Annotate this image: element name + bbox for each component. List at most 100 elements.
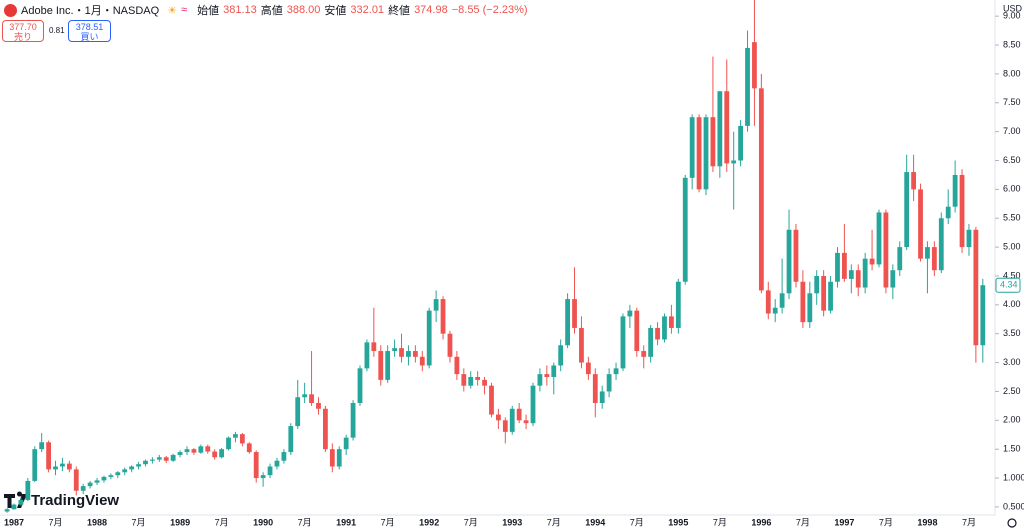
y-tick-label: 7.50	[1003, 97, 1021, 107]
candle-body	[364, 342, 370, 369]
sell-button[interactable]: 377.70 売り	[2, 20, 44, 42]
candle-body	[46, 442, 51, 470]
candle-body	[336, 449, 342, 467]
candle-body	[482, 379, 487, 386]
candle-body	[447, 333, 453, 357]
candle-body	[150, 459, 155, 461]
candle-body	[883, 212, 889, 288]
candle-body	[101, 476, 107, 481]
candle-body	[675, 281, 681, 328]
candle-body	[945, 206, 951, 219]
candle-body	[115, 472, 121, 476]
candle-body	[143, 460, 148, 465]
low-value: 332.01	[350, 4, 385, 16]
candle-body	[869, 258, 875, 265]
candle-body	[205, 446, 211, 452]
candle-body	[689, 117, 695, 178]
candle-body	[551, 365, 557, 378]
candle-body	[274, 460, 280, 467]
x-tick-label: 7月	[215, 517, 229, 527]
y-tick-label: 6.00	[1003, 184, 1021, 194]
candle-body	[475, 377, 481, 380]
candle-body	[925, 247, 930, 259]
x-tick-label: 1998	[917, 517, 937, 527]
candle-body	[516, 408, 522, 421]
candle-body	[170, 454, 176, 461]
candle-body	[855, 270, 861, 288]
candle-body	[18, 499, 24, 505]
close-label: 終値	[388, 5, 411, 17]
candle-body	[66, 463, 72, 470]
candle-body	[599, 391, 605, 403]
y-tick-label: 5.00	[1003, 241, 1021, 251]
candle-body	[821, 275, 827, 311]
candle-body	[80, 486, 86, 491]
candle-body	[496, 414, 501, 421]
candle-body	[468, 377, 474, 386]
candle-body	[122, 469, 128, 473]
buy-label: 買い	[80, 32, 99, 42]
currency: USD	[1003, 3, 1023, 13]
x-tick-label: 1993	[502, 517, 522, 527]
x-tick-label: 1994	[585, 517, 605, 527]
candle-body	[60, 463, 65, 467]
candle-body	[53, 466, 58, 470]
candle-body	[876, 212, 882, 265]
candle-body	[627, 310, 633, 317]
candle-body	[226, 437, 231, 450]
candle-body	[412, 351, 418, 357]
candle-body	[260, 475, 266, 479]
last-price-label: 4.34	[1000, 280, 1018, 290]
settings-icon[interactable]	[1007, 518, 1017, 528]
candle-body	[399, 348, 404, 357]
candle-body	[738, 125, 743, 161]
candle-body	[39, 442, 45, 450]
sell-price: 377.70	[9, 22, 37, 32]
candle-body	[724, 91, 730, 164]
candle-body	[32, 449, 38, 481]
symbol-logo	[4, 3, 17, 17]
candle-body	[731, 160, 737, 164]
candle-body	[931, 247, 937, 271]
x-tick-label: 1987	[4, 517, 24, 527]
candle-body	[904, 172, 910, 248]
candle-body	[253, 452, 259, 479]
candle-body	[862, 258, 868, 288]
y-tick-label: 2.50	[1003, 386, 1021, 396]
candle-body	[537, 374, 543, 386]
brand-name: TradingView	[31, 492, 119, 509]
y-tick-label: 8.50	[1003, 39, 1021, 49]
candle-body	[73, 469, 79, 491]
y-tick-label: 1.0000	[1003, 472, 1024, 482]
open-label: 始値	[197, 5, 220, 17]
y-tick-label: 8.00	[1003, 68, 1021, 78]
x-tick-label: 1990	[253, 517, 273, 527]
candle-body	[87, 482, 93, 487]
market-icon: ☀	[167, 4, 178, 17]
candle-body	[814, 275, 820, 294]
y-tick-label: 2.00	[1003, 415, 1021, 425]
candle-body	[558, 345, 564, 366]
candle-body	[502, 420, 508, 432]
candle-body	[343, 437, 349, 450]
candle-body	[800, 281, 806, 323]
x-tick-label: 7月	[132, 517, 146, 527]
buy-button[interactable]: 378.51 買い	[68, 20, 111, 42]
candle-body	[703, 117, 709, 190]
candle-body	[592, 374, 598, 403]
candle-body	[613, 368, 619, 375]
candle-body	[288, 426, 294, 453]
candle-body	[191, 449, 197, 453]
candle-body	[329, 449, 335, 467]
candle-body	[212, 451, 218, 458]
symbol: Adobe Inc.・1月・NASDAQ	[21, 5, 160, 17]
candle-body	[752, 42, 757, 89]
candle-body	[281, 452, 287, 461]
candle-body	[267, 466, 273, 476]
candle-body	[94, 480, 100, 483]
candle-body	[323, 408, 328, 450]
y-tick-label: 1.50	[1003, 444, 1021, 454]
x-tick-label: 1995	[668, 517, 688, 527]
